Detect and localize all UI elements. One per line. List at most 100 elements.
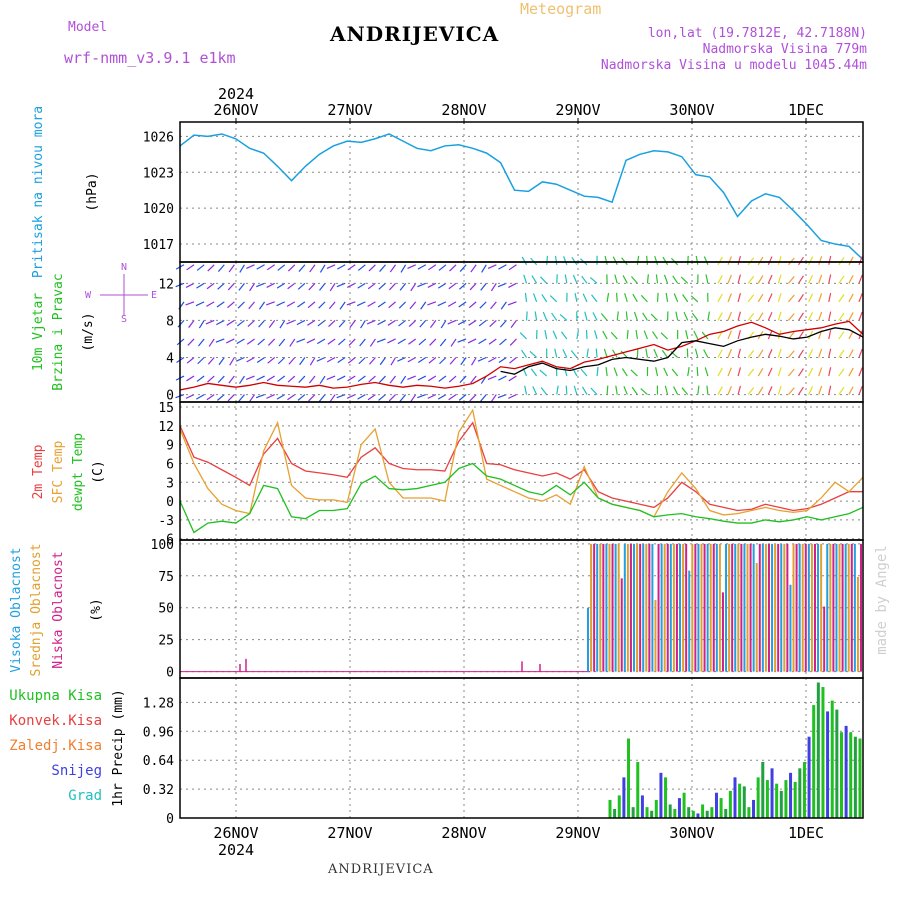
wind-speed-line — [500, 327, 864, 375]
y-axis-label: 2m Temp — [31, 444, 46, 499]
wind-barb — [238, 394, 245, 402]
wind-barb — [235, 356, 245, 362]
wind-barb — [818, 274, 823, 284]
wind-barb — [289, 338, 296, 347]
wind-barb — [858, 367, 863, 377]
wind-barb — [590, 387, 598, 395]
wind-barb — [429, 338, 437, 346]
wind-barb — [329, 394, 336, 403]
wind-barb — [798, 349, 804, 358]
wind-barb — [329, 282, 336, 292]
wind-barb — [777, 274, 782, 284]
wind-barb — [642, 312, 648, 321]
wind-barb — [673, 386, 679, 395]
wind-barb — [258, 301, 266, 310]
wind-barb — [620, 350, 628, 358]
wind-barb — [437, 301, 447, 307]
wind-barb — [397, 338, 406, 345]
wind-barb — [268, 320, 276, 328]
wind-barb — [808, 367, 814, 377]
wind-barb — [378, 375, 386, 384]
wind-barb — [542, 311, 548, 321]
y-tick-label: 1026 — [143, 130, 174, 145]
wind-barb — [347, 264, 356, 271]
wind-barb — [498, 264, 507, 270]
wind-barb — [737, 367, 742, 377]
precip-bar — [779, 790, 783, 818]
wind-barb — [368, 375, 376, 383]
wind-barb — [848, 293, 854, 303]
wind-barb — [656, 292, 659, 302]
x-tick-label-bottom: 29NOV — [555, 824, 600, 842]
y-tick-label: 50 — [158, 602, 174, 617]
wind-barb — [237, 301, 245, 309]
precip-bar — [761, 762, 765, 818]
wind-barb — [369, 357, 376, 365]
precip-bar — [664, 777, 668, 818]
wind-barb — [838, 275, 845, 284]
wind-barb — [818, 293, 823, 303]
wind-dir-w: W — [85, 290, 92, 301]
wind-barb — [704, 367, 709, 377]
wind-barb — [508, 375, 517, 382]
precip-bar — [650, 810, 654, 818]
wind-barb — [635, 329, 638, 340]
wind-barb — [858, 385, 863, 395]
wind-barb — [565, 385, 568, 395]
precip-bar — [830, 700, 834, 818]
wind-barb — [650, 313, 658, 321]
wind-barb — [788, 368, 795, 377]
wind-barb — [287, 394, 296, 401]
wind-barb — [277, 357, 286, 365]
wind-barb — [347, 375, 356, 382]
wind-barb — [276, 394, 286, 400]
wind-barb — [398, 319, 407, 327]
wind-barb — [481, 264, 487, 273]
wind-barb — [858, 348, 863, 358]
wind-barb — [437, 394, 447, 400]
wind-barb — [549, 295, 558, 303]
y-axis-label: Visoka Oblacnost — [9, 547, 24, 672]
wind-barb — [616, 311, 619, 321]
y-axis-label: SFC Temp — [51, 441, 66, 504]
wind-barb — [612, 349, 618, 358]
wind-barb — [554, 255, 558, 265]
wind-barb — [347, 357, 356, 364]
wind-barb — [489, 319, 497, 327]
wind-barb — [606, 292, 610, 302]
wind-barb — [360, 320, 366, 329]
wind-barb — [777, 348, 782, 358]
precip-bar — [756, 777, 760, 818]
wind-barb — [248, 301, 255, 310]
wind-barb — [287, 282, 296, 290]
y-tick-label: 8 — [166, 314, 174, 329]
wind-barb — [256, 375, 265, 381]
precip-bar — [826, 711, 830, 818]
x-tick-label-bottom: 27NOV — [327, 824, 372, 842]
wind-barb — [228, 375, 235, 384]
wind-barb — [858, 274, 863, 284]
wind-barb — [226, 338, 235, 344]
wind-barb — [497, 394, 507, 399]
wind-barb — [858, 256, 863, 265]
wind-barb — [468, 319, 477, 326]
wind-barb — [788, 350, 795, 358]
wind-barb — [573, 385, 578, 395]
wind-barb — [582, 293, 588, 303]
wind-barb — [195, 301, 205, 307]
wind-barb — [828, 385, 832, 395]
y-axis-unit: (%) — [89, 598, 104, 621]
wind-barb — [828, 292, 832, 302]
wind-barb — [427, 282, 437, 288]
wind-barb — [327, 338, 336, 345]
x-tick-label-top: 29NOV — [555, 101, 600, 119]
wind-barb — [622, 275, 628, 284]
wind-barb — [487, 264, 497, 269]
wind-barb — [828, 274, 832, 284]
wind-barb — [449, 264, 457, 272]
wind-barb — [336, 394, 346, 399]
wind-barb — [757, 312, 764, 321]
wind-barb — [346, 282, 356, 288]
wind-barb — [477, 356, 487, 362]
wind-barb — [479, 394, 487, 402]
